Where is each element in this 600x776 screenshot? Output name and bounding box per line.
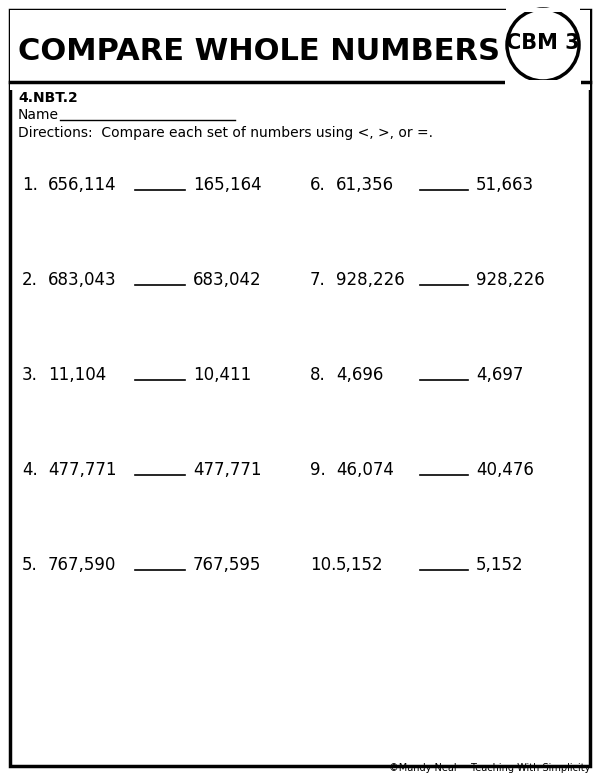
Text: 7.: 7. — [310, 271, 326, 289]
Text: 767,595: 767,595 — [193, 556, 262, 574]
Text: 5,152: 5,152 — [476, 556, 524, 574]
Text: 46,074: 46,074 — [336, 461, 394, 479]
Text: 51,663: 51,663 — [476, 176, 534, 194]
Text: COMPARE WHOLE NUMBERS: COMPARE WHOLE NUMBERS — [18, 37, 500, 67]
Text: 8.: 8. — [310, 366, 326, 384]
Text: 477,771: 477,771 — [48, 461, 116, 479]
Text: 165,164: 165,164 — [193, 176, 262, 194]
Text: 656,114: 656,114 — [48, 176, 116, 194]
Text: 5,152: 5,152 — [336, 556, 383, 574]
Text: 6.: 6. — [310, 176, 326, 194]
Text: 3.: 3. — [22, 366, 38, 384]
FancyBboxPatch shape — [10, 10, 590, 90]
Text: 767,590: 767,590 — [48, 556, 116, 574]
Circle shape — [507, 9, 579, 81]
Text: 11,104: 11,104 — [48, 366, 106, 384]
Text: Name: Name — [18, 108, 59, 122]
Text: 683,042: 683,042 — [193, 271, 262, 289]
Text: CBM 3: CBM 3 — [506, 33, 580, 53]
Text: 4.: 4. — [22, 461, 38, 479]
Text: 40,476: 40,476 — [476, 461, 534, 479]
Text: 2.: 2. — [22, 271, 38, 289]
Text: 683,043: 683,043 — [48, 271, 116, 289]
Text: 4.NBT.2: 4.NBT.2 — [18, 91, 78, 105]
FancyBboxPatch shape — [505, 80, 581, 120]
Text: 4,697: 4,697 — [476, 366, 523, 384]
Text: 477,771: 477,771 — [193, 461, 262, 479]
Text: ©Mandy Neal ~ Teaching With Simplicity: ©Mandy Neal ~ Teaching With Simplicity — [389, 763, 590, 773]
Text: 10,411: 10,411 — [193, 366, 251, 384]
Text: 928,226: 928,226 — [336, 271, 405, 289]
Text: 1.: 1. — [22, 176, 38, 194]
Text: 928,226: 928,226 — [476, 271, 545, 289]
Text: 10.: 10. — [310, 556, 337, 574]
FancyBboxPatch shape — [506, 8, 580, 12]
Text: 61,356: 61,356 — [336, 176, 394, 194]
Text: 9.: 9. — [310, 461, 326, 479]
Text: Directions:  Compare each set of numbers using <, >, or =.: Directions: Compare each set of numbers … — [18, 126, 433, 140]
FancyBboxPatch shape — [10, 10, 590, 766]
Text: 5.: 5. — [22, 556, 38, 574]
Text: 4,696: 4,696 — [336, 366, 383, 384]
